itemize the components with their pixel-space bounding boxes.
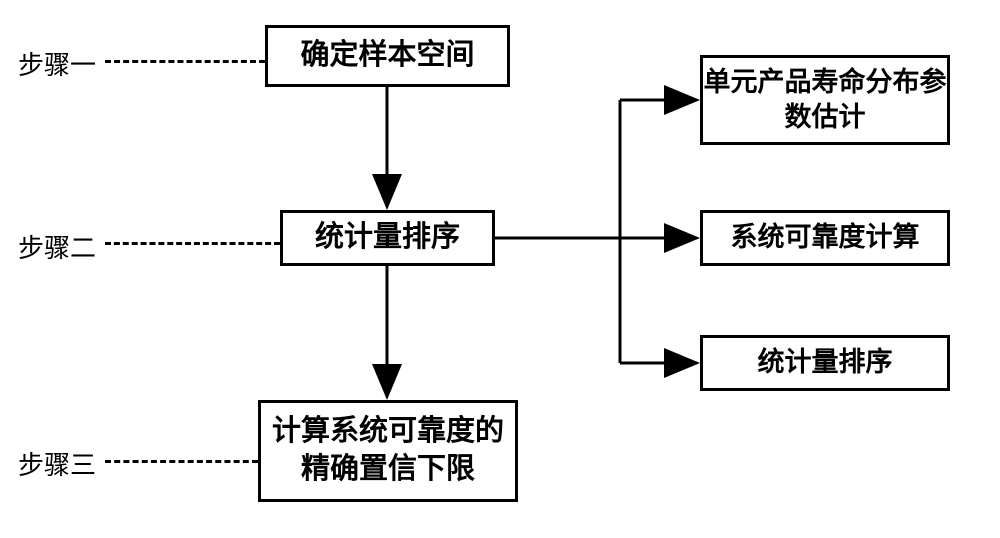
node-statistic-sort-right-label: 统计量排序 (758, 345, 893, 380)
node-statistic-sort-label: 统计量排序 (315, 219, 460, 257)
node-param-estimate: 单元产品寿命分布参数估计 (700, 55, 950, 145)
node-statistic-sort-right: 统计量排序 (700, 335, 950, 391)
dashed-connector-1 (105, 60, 265, 63)
node-statistic-sort: 统计量排序 (280, 210, 495, 266)
node-sample-space: 确定样本空间 (265, 25, 510, 87)
node-reliability-calc: 系统可靠度计算 (700, 210, 950, 266)
node-reliability-calc-label: 系统可靠度计算 (731, 220, 920, 255)
node-param-estimate-label: 单元产品寿命分布参数估计 (703, 65, 947, 135)
step-label-3: 步骤三 (18, 445, 96, 482)
node-confidence-lower: 计算系统可靠度的精确置信下限 (258, 400, 518, 502)
dashed-connector-2 (105, 242, 280, 245)
step-label-1: 步骤一 (18, 45, 96, 82)
node-confidence-lower-label: 计算系统可靠度的精确置信下限 (261, 413, 515, 488)
dashed-connector-3 (105, 460, 258, 463)
step-label-2: 步骤二 (18, 228, 96, 265)
node-sample-space-label: 确定样本空间 (300, 37, 474, 75)
